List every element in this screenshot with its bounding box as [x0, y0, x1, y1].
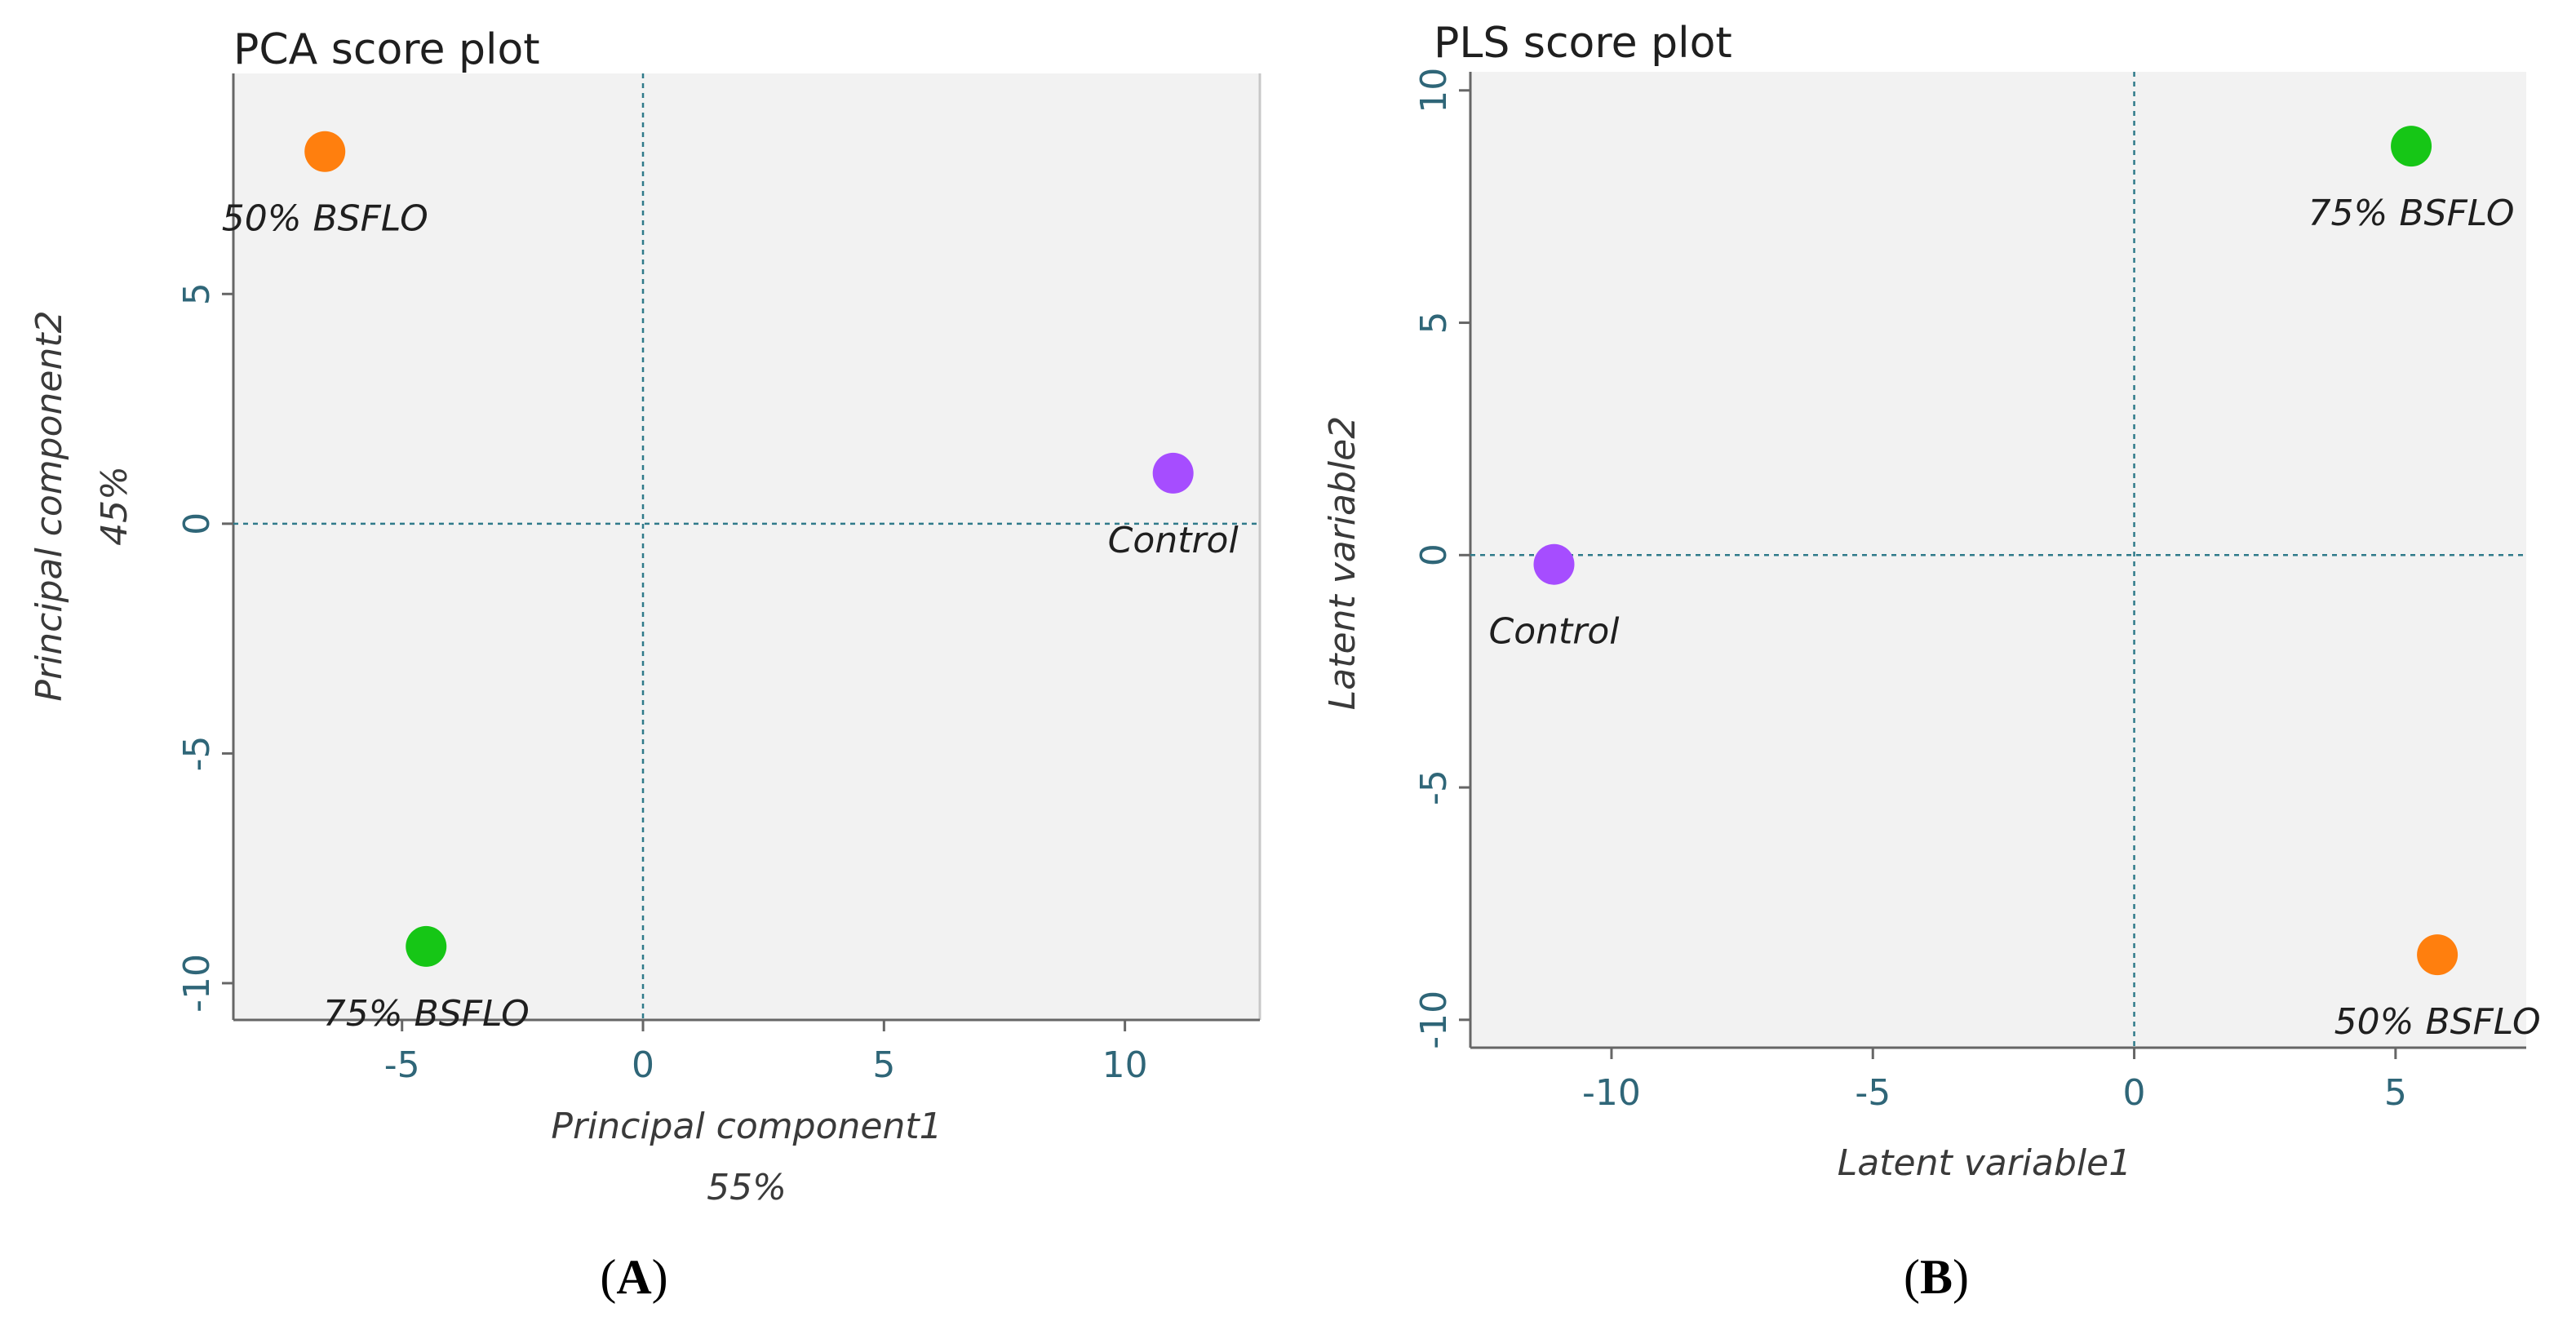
pls-title: PLS score plot — [1434, 19, 1732, 68]
pls-point — [2417, 934, 2459, 976]
pls-x-tick-label: -10 — [1582, 1072, 1641, 1114]
pls-point — [1533, 543, 1575, 585]
pls-x-ticks: -10 -5 0 5 — [1582, 1048, 2407, 1114]
pca-x-tick-label: 5 — [872, 1044, 895, 1086]
panel-label-b: (B) — [1904, 1250, 1969, 1304]
pca-y-ticks: -10 -5 0 5 — [176, 282, 233, 1013]
pca-y-tick-label: 5 — [176, 282, 218, 305]
pls-y-tick-label: -5 — [1413, 769, 1455, 805]
pca-point-label: Control — [1108, 520, 1239, 561]
pca-panel: PCA score plot -5 0 5 10 -10 -5 0 5 50% BSFLO C… — [29, 25, 1261, 1304]
pls-y-tick-label: -10 — [1413, 991, 1455, 1049]
pca-point — [406, 925, 447, 967]
pls-point-label: 50% BSFLO — [2334, 1001, 2541, 1043]
pls-points: 75% BSFLO Control 50% BSFLO — [1488, 126, 2541, 1043]
panel-label-a: (A) — [600, 1250, 667, 1304]
pls-point-label: Control — [1488, 611, 1620, 653]
pca-point — [1152, 452, 1194, 494]
pca-x-axis-label: Principal component1 — [551, 1106, 942, 1147]
pca-y-tick-label: -5 — [176, 735, 218, 771]
pls-x-tick-label: 0 — [2123, 1072, 2146, 1114]
pca-point-label: 50% BSFLO — [222, 198, 428, 240]
pls-point-label: 75% BSFLO — [2308, 193, 2515, 234]
pls-y-ticks: -10 -5 0 5 10 — [1413, 68, 1470, 1049]
pca-y-axis-percent: 45% — [94, 466, 135, 546]
pca-title: PCA score plot — [233, 25, 540, 74]
pca-x-tick-label: -5 — [384, 1044, 420, 1086]
pls-y-tick-label: 10 — [1413, 68, 1455, 113]
pca-point-label: 75% BSFLO — [323, 993, 530, 1035]
pca-y-tick-label: -10 — [176, 954, 218, 1013]
pca-x-axis-percent: 55% — [707, 1167, 787, 1208]
pls-x-axis-label: Latent variable1 — [1838, 1142, 2131, 1184]
pca-x-ticks: -5 0 5 10 — [384, 1020, 1148, 1086]
pls-point — [2391, 126, 2432, 167]
pls-panel: PLS score plot -10 -5 0 5 -10 -5 0 5 10 75% BSF… — [1322, 19, 2541, 1304]
pca-point — [304, 131, 346, 172]
pca-points: 50% BSFLO Control 75% BSFLO — [222, 131, 1239, 1035]
pls-y-tick-label: 0 — [1413, 543, 1455, 566]
pca-x-tick-label: 0 — [632, 1044, 654, 1086]
pca-plot-area — [233, 73, 1260, 1020]
pls-x-tick-label: 5 — [2384, 1072, 2407, 1114]
pca-x-tick-label: 10 — [1102, 1044, 1148, 1086]
pls-y-axis-label: Latent variable2 — [1322, 416, 1363, 710]
pls-y-tick-label: 5 — [1413, 312, 1455, 335]
pls-x-tick-label: -5 — [1855, 1072, 1891, 1114]
pca-y-tick-label: 0 — [176, 512, 218, 535]
pls-plot-area — [1470, 72, 2526, 1048]
pca-y-axis-label: Principal component2 — [29, 310, 70, 701]
